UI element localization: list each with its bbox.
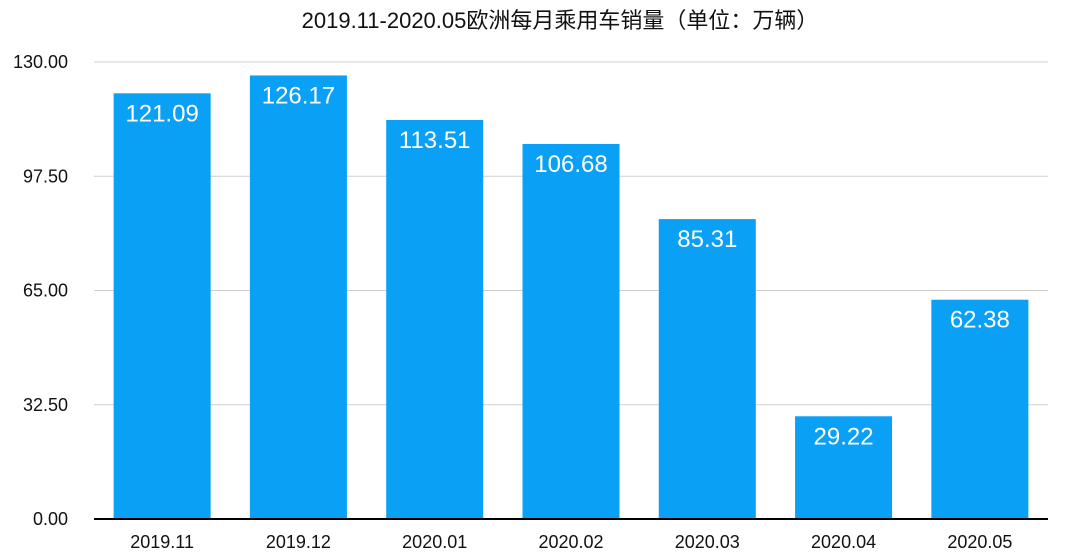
- data-label: 85.31: [677, 226, 737, 253]
- data-label: 121.09: [125, 100, 198, 127]
- bars: [113, 75, 1029, 520]
- y-axis-ticks: 0.00 32.50 65.00 97.50 130.00: [13, 52, 68, 529]
- data-label: 113.51: [399, 127, 471, 154]
- x-tick-label: 2019.11: [130, 532, 194, 552]
- x-tick-label: 2020.03: [675, 532, 740, 552]
- data-label: 106.68: [534, 151, 607, 178]
- data-label: 29.22: [814, 423, 874, 450]
- y-tick-label: 97.50: [23, 166, 68, 186]
- y-tick-label: 130.00: [13, 52, 68, 72]
- bar: [931, 299, 1029, 519]
- x-axis-ticks: 2019.11 2019.12 2020.01 2020.02 2020.03 2020.…: [130, 532, 1012, 552]
- x-tick-label: 2020.01: [402, 532, 467, 552]
- y-tick-label: 32.50: [23, 395, 68, 415]
- bar: [658, 219, 756, 519]
- data-label: 126.17: [262, 82, 335, 109]
- bar: [249, 75, 347, 519]
- y-tick-label: 65.00: [23, 281, 68, 301]
- data-label: 62.38: [950, 307, 1010, 334]
- bar: [386, 119, 484, 519]
- bar: [113, 93, 211, 519]
- x-tick-label: 2020.02: [538, 532, 603, 552]
- data-labels: 121.09 126.17 113.51 106.68 85.31 29.22 62.38: [125, 82, 1009, 450]
- x-tick-label: 2020.04: [811, 532, 876, 552]
- bar: [795, 416, 893, 519]
- x-tick-label: 2019.12: [266, 532, 331, 552]
- chart-title: 2019.11-2020.05欧洲每月乘用车销量（单位：万辆）: [302, 8, 819, 33]
- x-tick-label: 2020.05: [947, 532, 1012, 552]
- y-tick-label: 0.00: [33, 509, 68, 529]
- bar: [522, 143, 620, 520]
